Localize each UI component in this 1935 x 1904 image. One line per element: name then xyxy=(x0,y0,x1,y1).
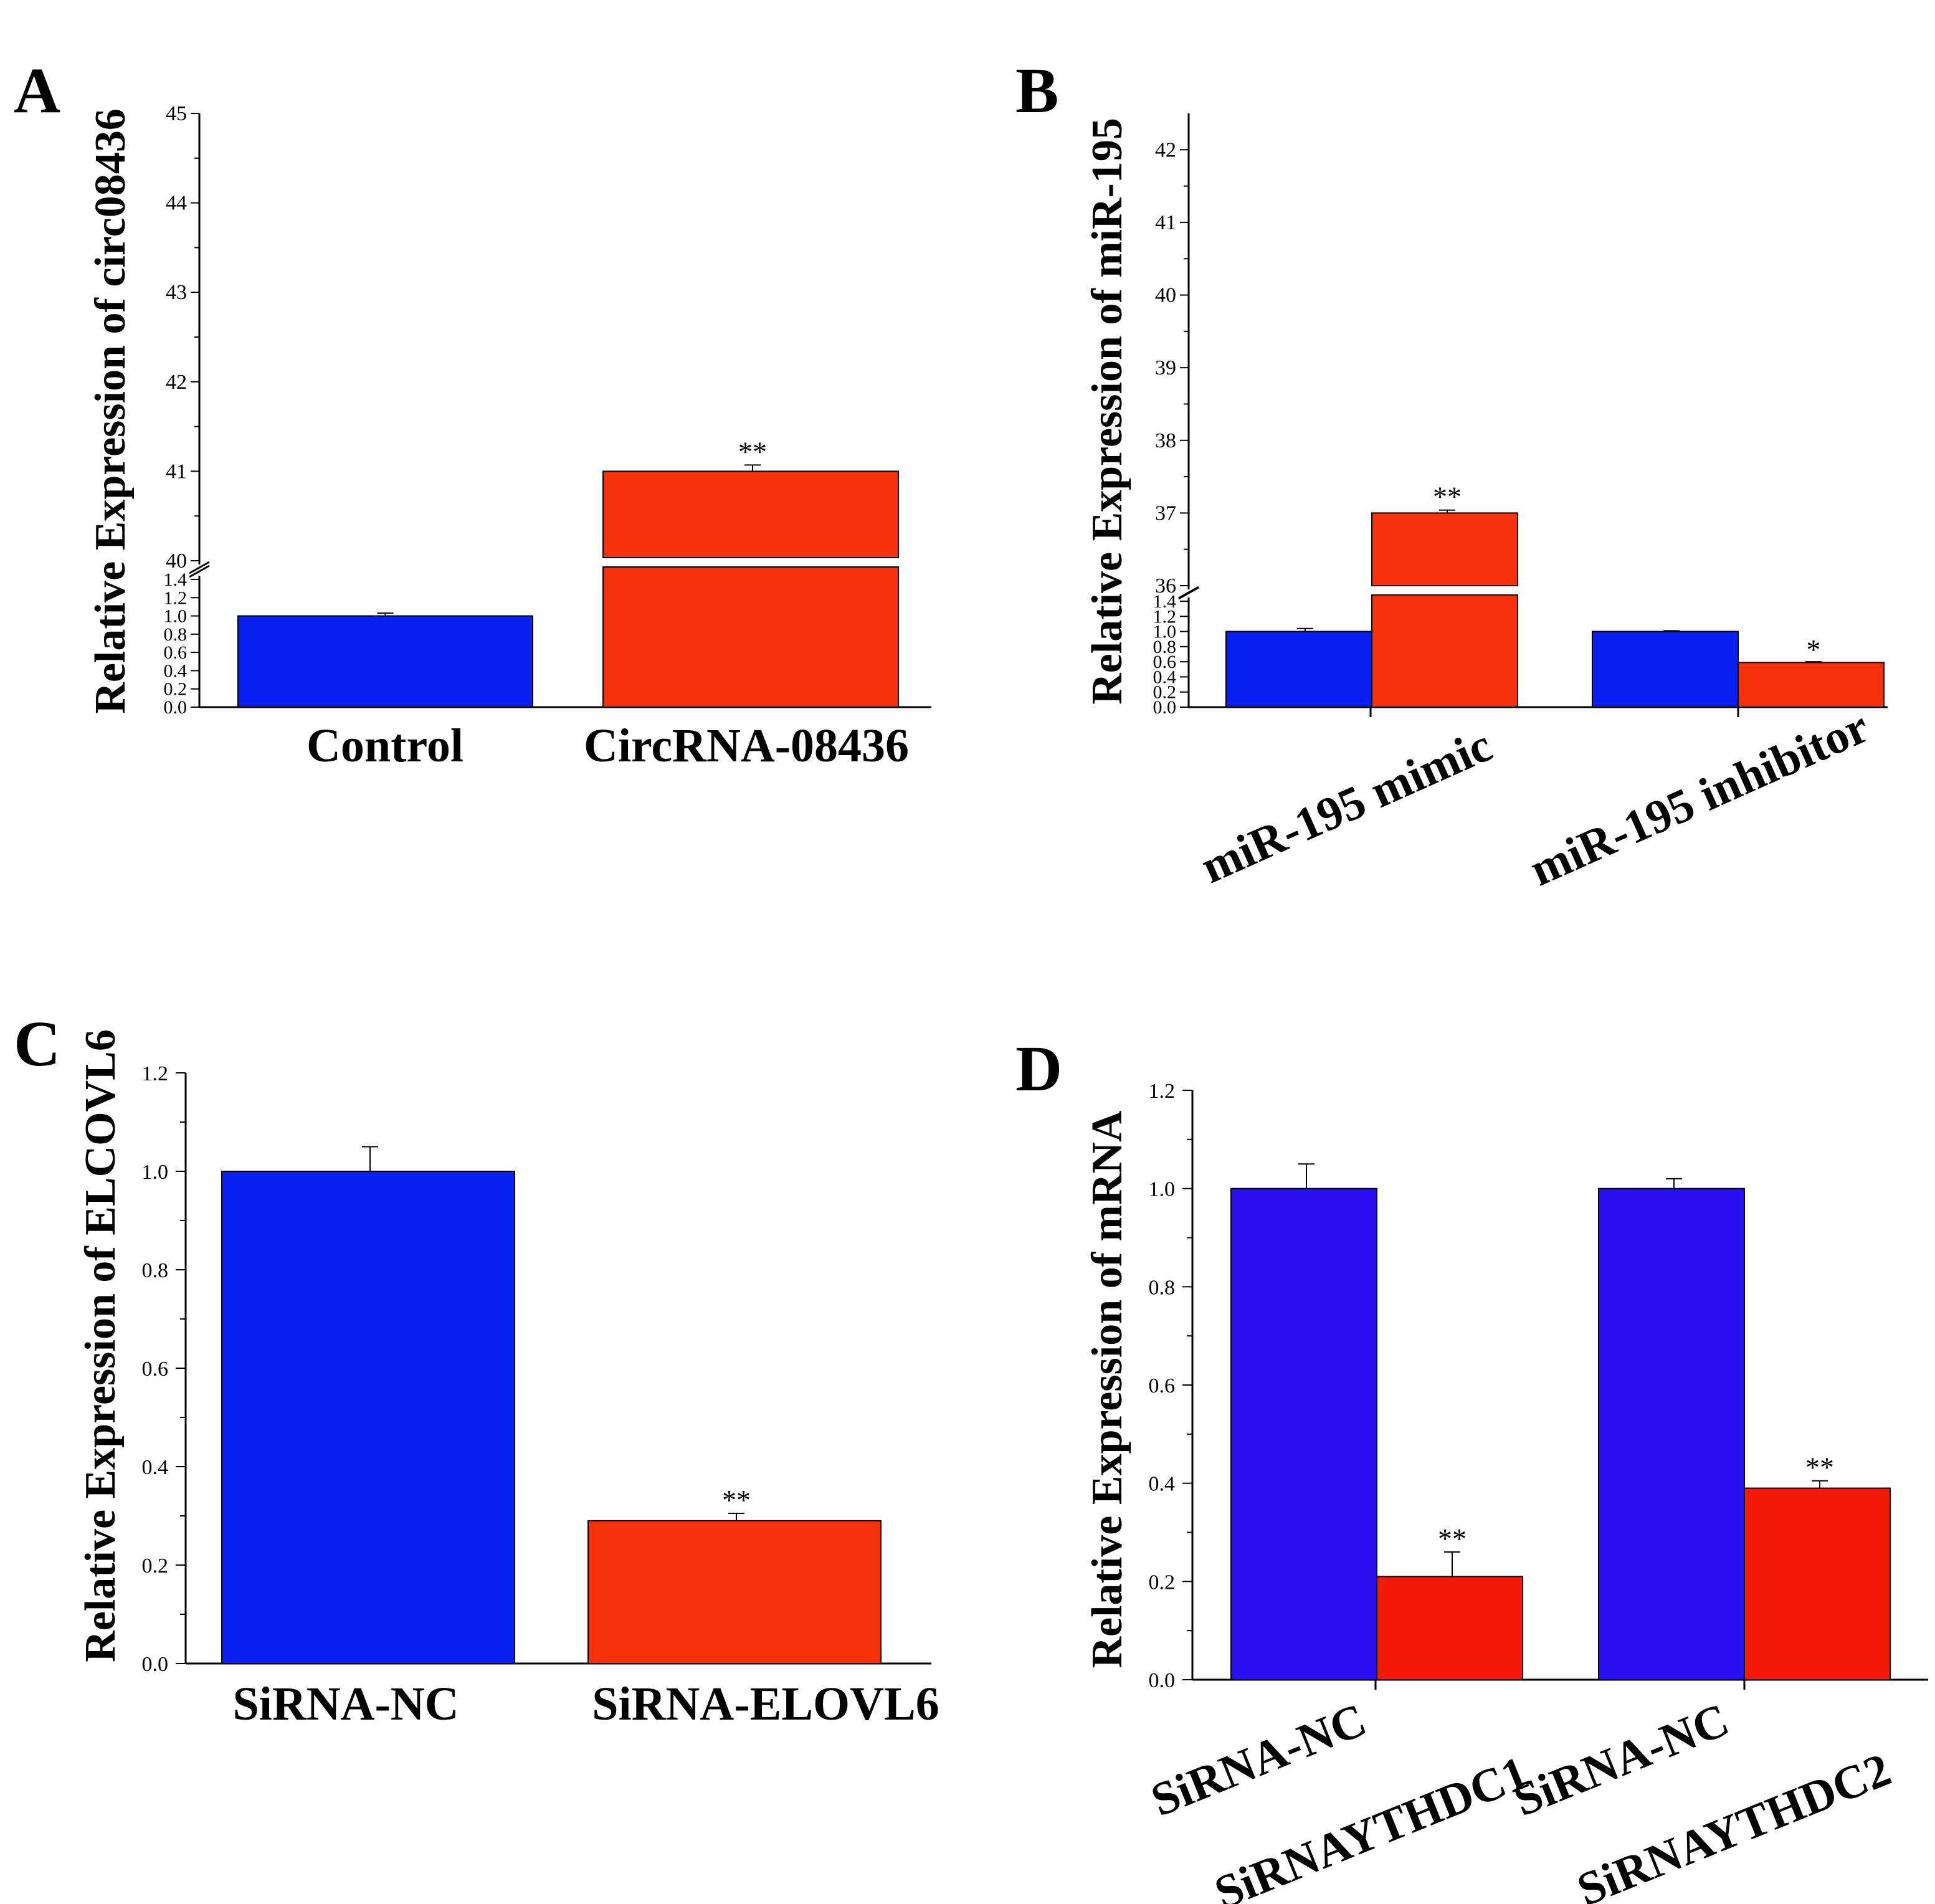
panel-a-category-label: CircRNA-08436 xyxy=(584,720,909,772)
panel-a-ytick-label: 1.2 xyxy=(164,588,188,608)
panel-a: A Relative Expression of circ08436 0.00.… xyxy=(14,55,931,772)
panel-a-ytick-label: 0.4 xyxy=(164,660,188,681)
panel-b-ytick-label: 37 xyxy=(1155,502,1176,525)
panel-d-category-label: SiRNA-NC xyxy=(1506,1693,1736,1827)
panel-d-significance: ** xyxy=(1805,1452,1834,1483)
panel-d-y-axis-label: Relative Expression of mRNA xyxy=(1083,1110,1131,1668)
panel-a-ytick-label: 42 xyxy=(166,371,187,394)
panel-d-ytick-label: 1.2 xyxy=(1149,1080,1176,1103)
panel-a-category-label: Control xyxy=(307,720,464,772)
panel-b-ytick-label: 1.4 xyxy=(1153,591,1177,612)
panel-d-letter: D xyxy=(1015,1033,1062,1105)
panel-b-ytick-label: 36 xyxy=(1155,574,1176,597)
panel-b-ytick-label: 0.0 xyxy=(1153,697,1177,718)
panel-a-significance: ** xyxy=(738,436,767,467)
panel-b-ytick-label: 40 xyxy=(1155,284,1176,307)
panel-d-category-label: SiRNA-NC xyxy=(1144,1693,1373,1827)
panel-d-ytick-label: 0.4 xyxy=(1149,1473,1176,1496)
panel-c-ytick-label: 0.0 xyxy=(142,1653,169,1676)
panel-d-ytick-label: 1.0 xyxy=(1149,1178,1176,1201)
panel-b-significance: ** xyxy=(1433,481,1462,513)
panel-a-ytick-label: 0.2 xyxy=(164,679,188,700)
panel-c-category-label: SiRNA-ELOVL6 xyxy=(592,1678,939,1730)
panel-b-ytick-label: 39 xyxy=(1155,356,1176,379)
panel-b-ytick-label: 0.4 xyxy=(1153,667,1177,687)
panel-b-letter: B xyxy=(1015,55,1058,126)
panel-a-ytick-label: 41 xyxy=(166,460,187,483)
panel-b-bar-mimic-upper xyxy=(1371,512,1518,587)
panel-b-bar-control-0 xyxy=(1225,631,1372,708)
panel-d-bar-1 xyxy=(1376,1576,1523,1680)
panel-d-bar-3 xyxy=(1744,1487,1891,1681)
panel-c-significance: ** xyxy=(722,1484,751,1516)
panel-c-ytick-label: 0.6 xyxy=(142,1358,169,1381)
panel-a-bar-circrna-lower xyxy=(602,566,899,708)
panel-b-ytick-label: 0.8 xyxy=(1153,637,1177,657)
panel-c-bar-0 xyxy=(221,1171,515,1664)
panel-d-ytick-label: 0.2 xyxy=(1149,1571,1176,1594)
panel-b-ytick-label: 1.2 xyxy=(1153,606,1177,627)
panel-a-ytick-label: 0.6 xyxy=(164,642,188,663)
panel-d-ytick-label: 0.8 xyxy=(1149,1276,1176,1299)
panel-a-ytick-label: 0.8 xyxy=(164,624,188,645)
panel-d-ytick-label: 0.6 xyxy=(1149,1374,1176,1397)
panel-a-ytick-label: 1.0 xyxy=(164,606,188,627)
panel-b-ytick-label: 0.6 xyxy=(1153,652,1177,672)
panel-c: C Relative Expression of ELCOVL6 0.0 0.2 0… xyxy=(14,1008,939,1730)
panel-b-bar-control-1 xyxy=(1592,631,1739,708)
panel-c-ytick-label: 0.2 xyxy=(142,1554,169,1578)
panel-a-ytick-label: 45 xyxy=(166,102,187,125)
panel-b-ytick-label: 0.2 xyxy=(1153,682,1177,703)
panel-a-letter: A xyxy=(14,55,60,126)
panel-a-ytick-label: 40 xyxy=(166,550,187,573)
panel-c-y-axis-label: Relative Expression of ELCOVL6 xyxy=(77,1029,125,1662)
panel-b: B Relative Expression of miR-195 0.00.20… xyxy=(1015,55,1888,896)
panel-c-ytick-label: 0.4 xyxy=(142,1456,169,1479)
panel-b-ytick-label: 38 xyxy=(1155,429,1176,452)
panel-c-category-label: SiRNA-NC xyxy=(232,1678,459,1730)
panel-b-significance: * xyxy=(1807,634,1821,665)
panel-c-ytick-label: 1.2 xyxy=(142,1062,169,1085)
panel-a-ytick-label: 1.4 xyxy=(164,569,188,590)
panel-d-ytick-label: 0.0 xyxy=(1149,1669,1176,1692)
panel-b-y-axis-label: Relative Expression of miR-195 xyxy=(1083,118,1131,705)
panel-a-ytick-label: 43 xyxy=(166,281,187,304)
panel-d-significance: ** xyxy=(1438,1523,1467,1554)
panel-a-ytick-label: 44 xyxy=(166,192,187,215)
panel-b-ytick-label: 41 xyxy=(1155,211,1176,234)
panel-c-ytick-label: 0.8 xyxy=(142,1259,169,1282)
panel-a-bar-control xyxy=(237,615,533,708)
panel-b-category-label: miR-195 inhibitor xyxy=(1522,700,1876,897)
panel-d-bar-0 xyxy=(1230,1188,1377,1680)
panel-d: D Relative Expression of mRNA 0.0 0.2 0.4 0… xyxy=(1015,1033,1928,1904)
panel-c-letter: C xyxy=(14,1008,60,1080)
panel-b-axis-break xyxy=(1178,586,1199,600)
panel-a-axis-break xyxy=(189,561,210,578)
panel-c-ytick-label: 1.0 xyxy=(142,1161,169,1184)
panel-c-bar-1 xyxy=(587,1520,882,1664)
panel-b-bar-inhibitor xyxy=(1738,662,1885,708)
panel-b-ytick-label: 42 xyxy=(1155,138,1176,161)
panel-d-bar-2 xyxy=(1598,1188,1745,1680)
panel-b-bar-mimic-lower xyxy=(1371,594,1518,708)
panel-a-bar-circrna-upper xyxy=(602,470,899,559)
panel-a-ytick-label: 0.0 xyxy=(164,697,188,718)
panel-b-category-label: miR-195 mimic xyxy=(1194,719,1500,893)
panel-b-ytick-label: 1.0 xyxy=(1153,622,1177,642)
panel-a-y-axis-label: Relative Expression of circ08436 xyxy=(87,108,135,713)
